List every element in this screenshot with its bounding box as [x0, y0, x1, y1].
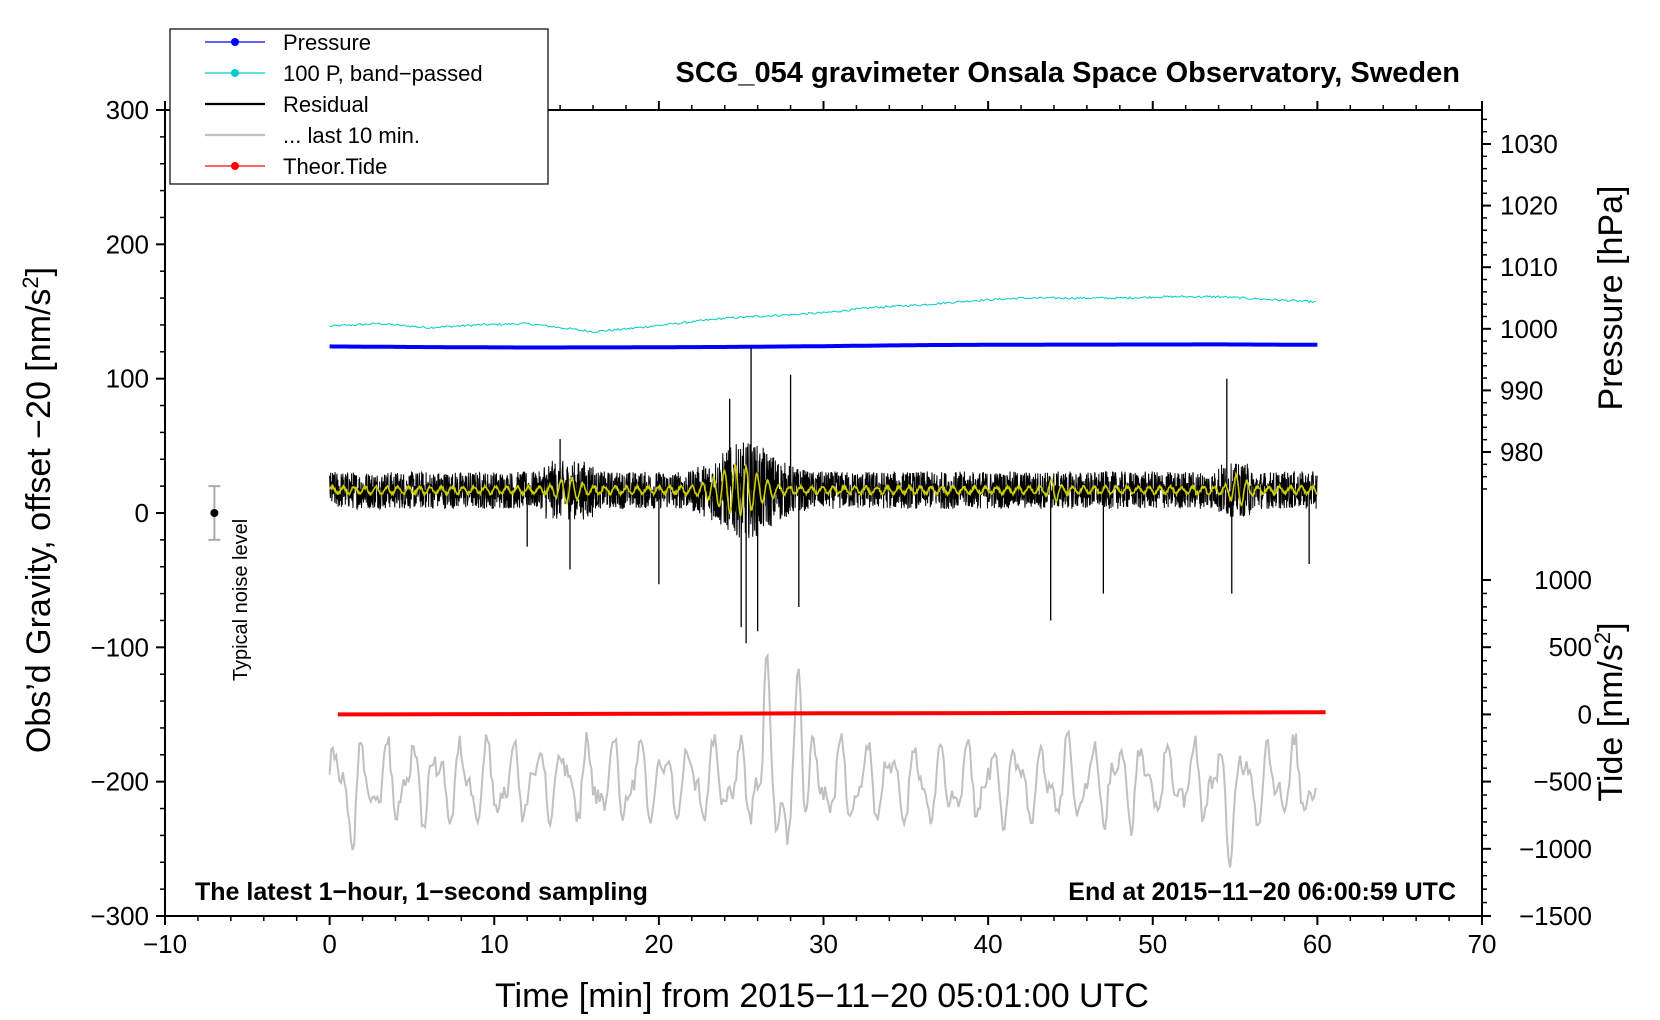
legend-marker [231, 38, 239, 46]
series-residual [329, 442, 1318, 539]
left-y-axis-label-main: Obs’d Gravity, offset −20 [nm/s [20, 289, 58, 754]
x-tick-label: 0 [322, 929, 336, 959]
pressure-tick-label: 1000 [1500, 314, 1558, 344]
legend: Pressure 100 P, band−passed Residual ... la… [169, 28, 549, 185]
x-tick-label: 20 [644, 929, 673, 959]
x-tick-label: 60 [1303, 929, 1332, 959]
pressure-tick-label: 1020 [1500, 191, 1558, 221]
legend-marker [231, 162, 239, 170]
series-last-10-min [328, 652, 1317, 868]
legend-marker [231, 69, 239, 77]
left-tick-label: −200 [90, 767, 149, 797]
noise-level-indicator [208, 485, 221, 541]
pressure-tick-label: 980 [1500, 437, 1543, 467]
pressure-axis: 980 990 1000 1010 1020 1030 [1482, 118, 1558, 490]
left-tick-label: 200 [106, 229, 149, 259]
tide-tick-label: 1000 [1534, 565, 1592, 595]
tide-axis: −1500 −1000 −500 0 500 1000 [1482, 565, 1592, 931]
left-tick-label: 100 [106, 364, 149, 394]
pressure-tick-label: 990 [1500, 375, 1543, 405]
annotation-end-time: End at 2015−11−20 06:00:59 UTC [1068, 878, 1456, 906]
series-residual-smoothed [328, 462, 1318, 517]
pressure-tick-label: 1010 [1500, 252, 1558, 282]
legend-label: 100 P, band−passed [283, 61, 483, 86]
left-tick-label: −300 [90, 901, 149, 931]
tide-tick-label: −1000 [1519, 834, 1592, 864]
series-band-passed-pressure [329, 295, 1316, 334]
x-axis-label: Time [min] from 2015−11−20 05:01:00 UTC [495, 977, 1149, 1015]
series-theoretical-tide [337, 710, 1326, 717]
x-axis: −10 0 10 20 30 40 50 60 70 [143, 101, 1497, 959]
tide-axis-label-main: Tide [nm/s [1592, 644, 1630, 801]
annotation-sampling: The latest 1−hour, 1−second sampling [195, 878, 648, 906]
left-tick-label: −100 [90, 632, 149, 662]
left-y-axis-label-end: ] [20, 267, 58, 276]
legend-label: Pressure [283, 30, 371, 55]
left-y-axis-label: Obs’d Gravity, offset −20 [nm/s2] [18, 267, 59, 753]
noise-level-label: Typical noise level [230, 519, 252, 681]
series-layer [328, 295, 1326, 868]
tide-tick-label: −500 [1533, 767, 1592, 797]
legend-box [169, 28, 549, 185]
legend-label: Theor.Tide [283, 154, 387, 179]
pressure-axis-label: Pressure [hPa] [1592, 186, 1630, 411]
x-tick-label: 30 [809, 929, 838, 959]
tide-axis-label-end: ] [1592, 622, 1630, 631]
x-tick-label: 10 [480, 929, 509, 959]
noise-center-dot [210, 509, 219, 517]
left-y-axis-label-sup: 2 [18, 276, 43, 288]
tide-axis-label-sup: 2 [1590, 632, 1615, 644]
tide-tick-label: −1500 [1519, 901, 1592, 931]
series-pressure [329, 342, 1318, 350]
legend-label: ... last 10 min. [283, 123, 420, 148]
x-tick-label: 40 [974, 929, 1003, 959]
x-tick-label: 50 [1138, 929, 1167, 959]
left-y-axis: −300 −200 −100 0 100 200 300 [90, 95, 165, 931]
legend-label: Residual [283, 92, 369, 117]
left-tick-label: 300 [106, 95, 149, 125]
left-tick-label: 0 [135, 498, 149, 528]
pressure-tick-label: 1030 [1500, 129, 1558, 159]
chart-title: SCG_054 gravimeter Onsala Space Observat… [676, 57, 1460, 89]
x-tick-label: −10 [143, 929, 187, 959]
tide-tick-label: 0 [1578, 699, 1592, 729]
x-tick-label: 70 [1468, 929, 1497, 959]
tide-tick-label: 500 [1549, 632, 1592, 662]
tide-axis-label: Tide [nm/s2] [1590, 622, 1631, 801]
